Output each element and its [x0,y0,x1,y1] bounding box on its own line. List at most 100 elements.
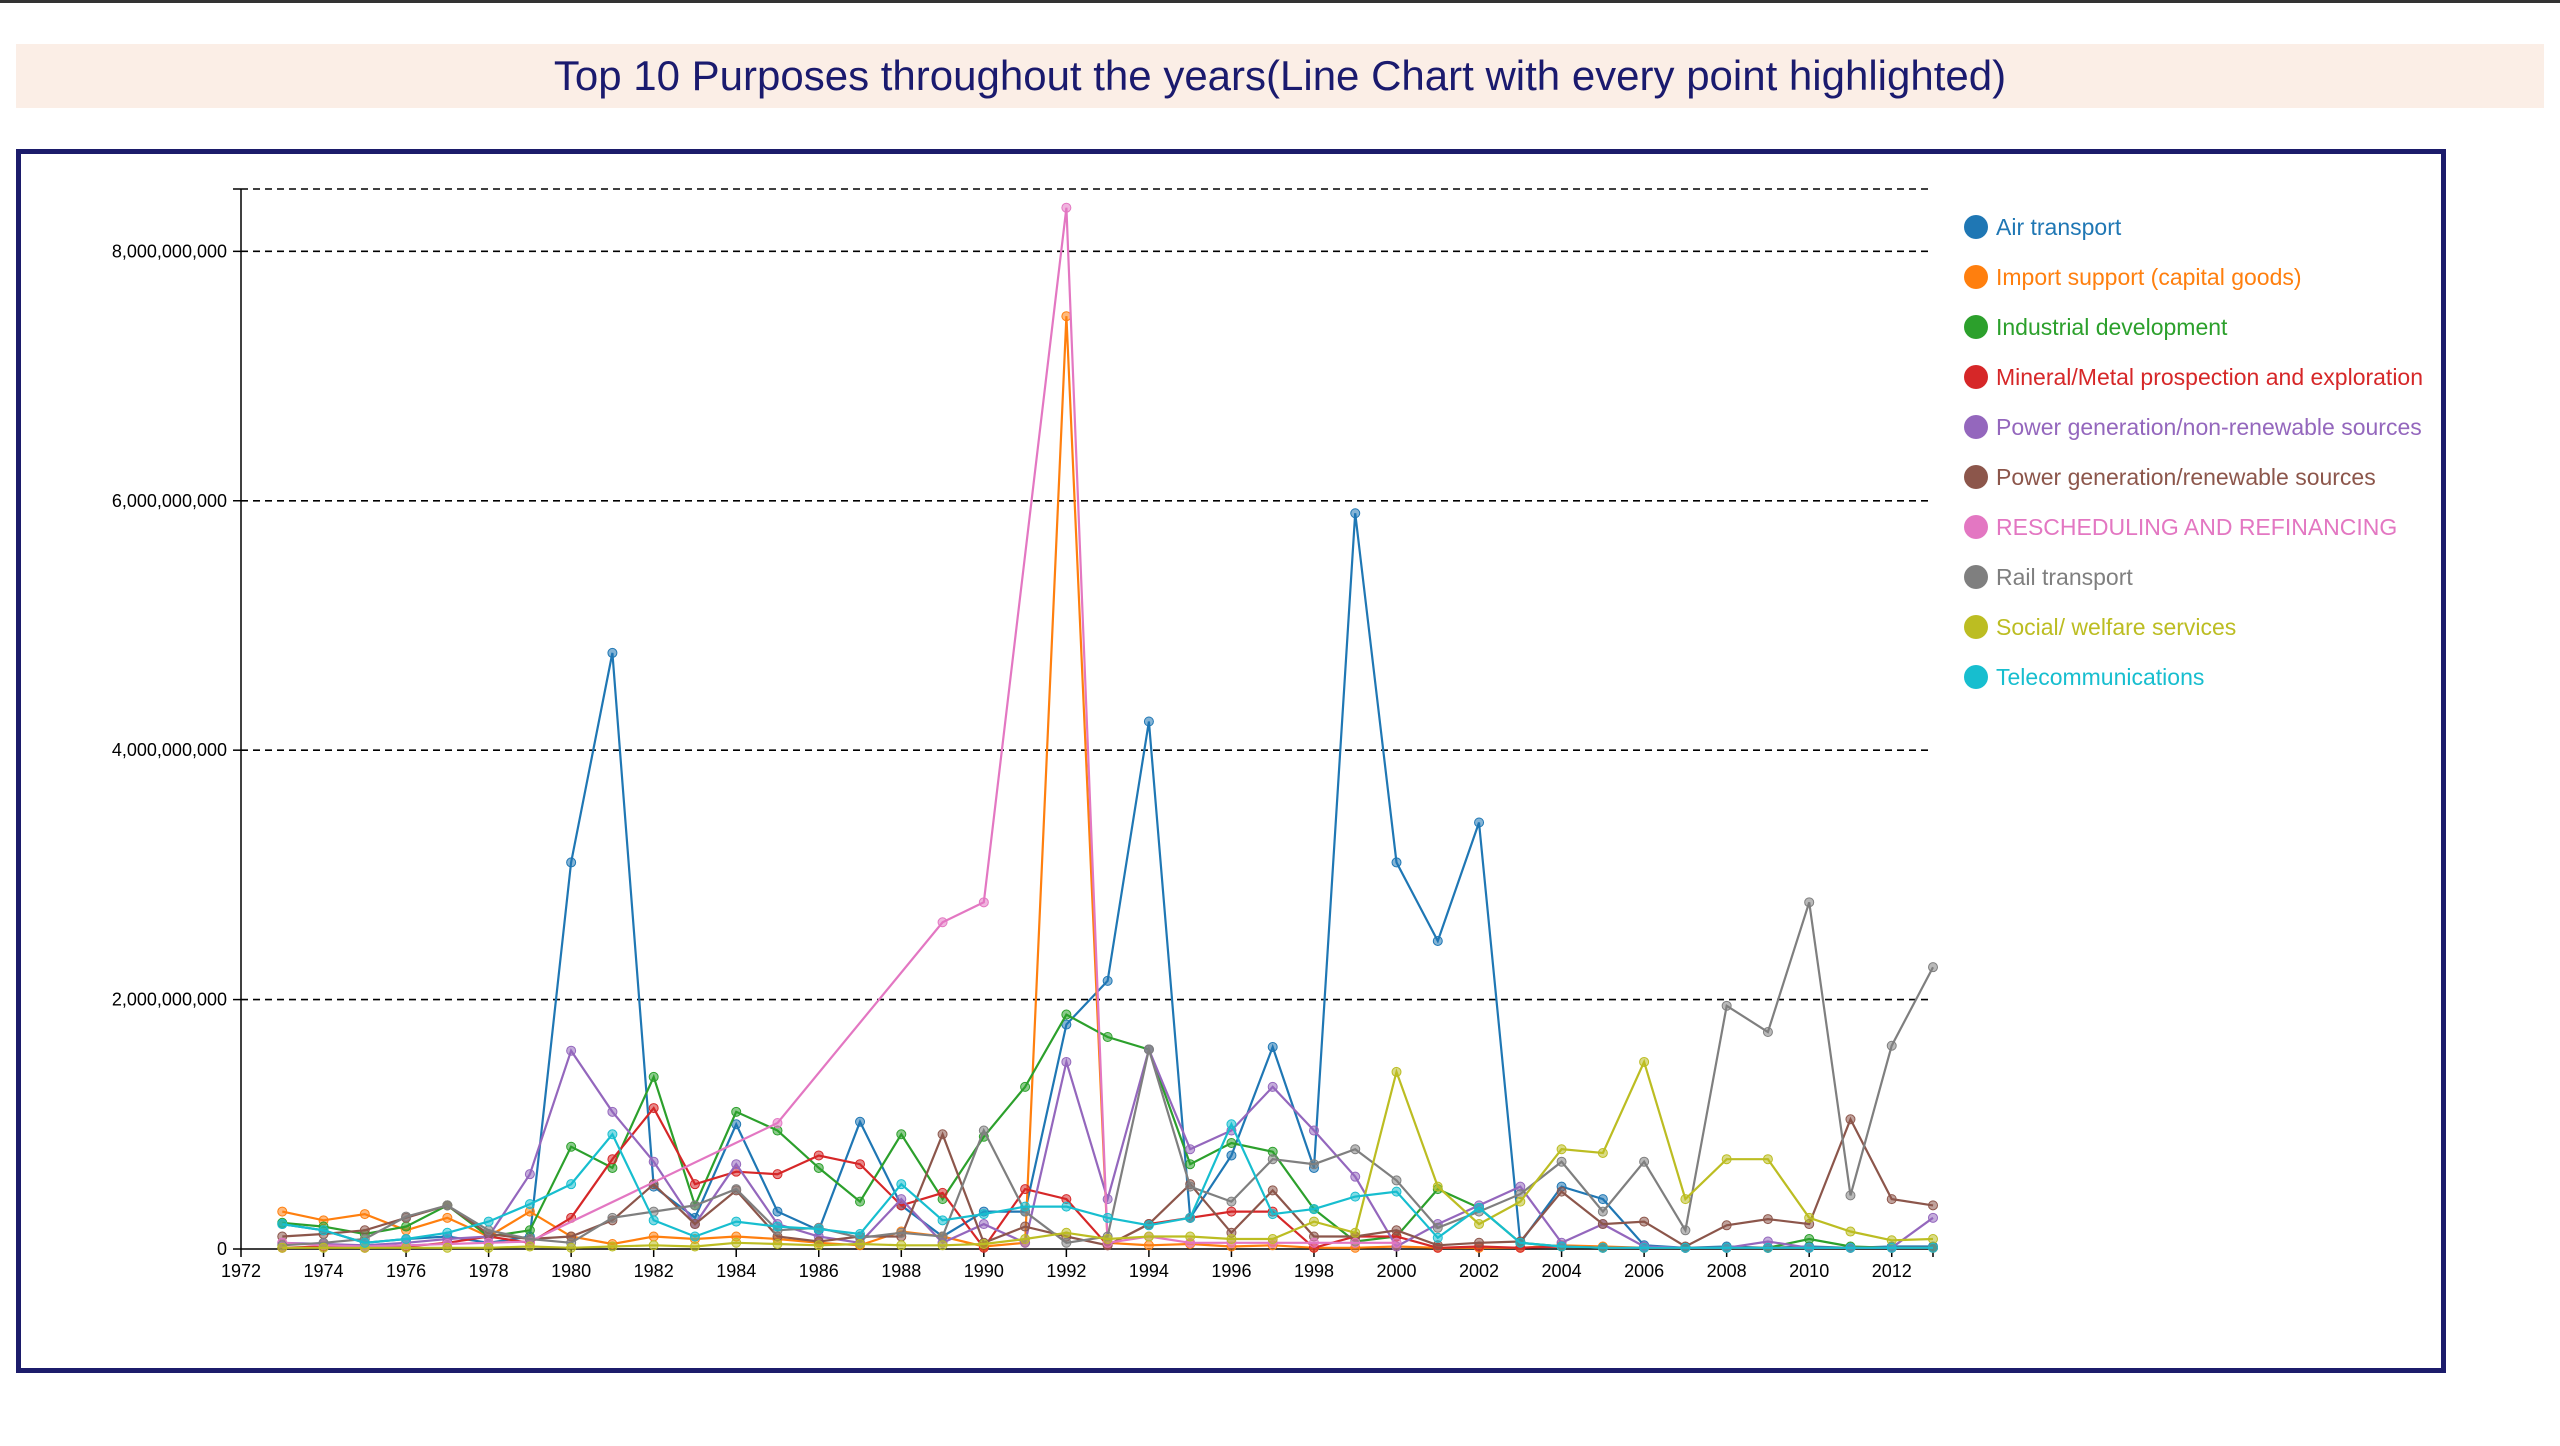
data-point[interactable] [1350,508,1361,519]
data-point[interactable] [1845,1226,1856,1237]
data-point[interactable] [1350,1171,1361,1182]
data-point[interactable] [1185,1181,1196,1192]
data-point[interactable] [401,1242,412,1253]
data-point[interactable] [1639,1216,1650,1227]
data-point[interactable] [524,1225,535,1236]
data-point[interactable] [1102,1212,1113,1223]
data-point[interactable] [937,1215,948,1226]
data-point[interactable] [1762,1242,1773,1253]
data-point[interactable] [1226,1150,1237,1161]
data-point[interactable] [1061,1237,1072,1248]
data-point[interactable] [855,1239,866,1250]
data-point[interactable] [1267,1209,1278,1220]
data-point[interactable] [896,1129,907,1140]
data-point[interactable] [1432,1181,1443,1192]
data-point[interactable] [1391,1175,1402,1186]
data-point[interactable] [1845,1242,1856,1253]
data-point[interactable] [1597,1206,1608,1217]
data-point[interactable] [483,1242,494,1253]
data-point[interactable] [1556,1144,1567,1155]
data-point[interactable] [359,1237,370,1248]
data-point[interactable] [813,1162,824,1173]
data-point[interactable] [1267,1081,1278,1092]
data-point[interactable] [1721,1154,1732,1165]
data-point[interactable] [1226,1138,1237,1148]
data-point[interactable] [1226,1206,1237,1217]
data-point[interactable] [648,1231,659,1242]
data-point[interactable] [855,1116,866,1127]
data-point[interactable] [1886,1194,1897,1205]
data-point[interactable] [1928,962,1938,973]
data-point[interactable] [277,1242,288,1253]
data-point[interactable] [1226,1119,1237,1130]
data-point[interactable] [689,1241,700,1252]
data-point[interactable] [1391,1066,1402,1077]
data-point[interactable] [978,1219,989,1230]
data-point[interactable] [1639,1156,1650,1167]
data-point[interactable] [607,1241,618,1252]
data-point[interactable] [1267,1041,1278,1052]
data-point[interactable] [1597,1219,1608,1230]
data-point[interactable] [1061,1201,1072,1212]
data-point[interactable] [689,1219,700,1230]
data-point[interactable] [648,1215,659,1226]
data-point[interactable] [1928,1242,1938,1253]
data-point[interactable] [1762,1027,1773,1038]
data-point[interactable] [1680,1225,1691,1236]
data-point[interactable] [1143,1220,1154,1231]
data-point[interactable] [896,1179,907,1190]
data-point[interactable] [772,1239,783,1250]
data-point[interactable] [772,1118,783,1129]
data-point[interactable] [1308,1125,1319,1136]
data-point[interactable] [1267,1234,1278,1245]
data-point[interactable] [1639,1242,1650,1253]
data-point[interactable] [1474,817,1485,828]
data-point[interactable] [401,1234,412,1245]
data-point[interactable] [1143,716,1154,727]
data-point[interactable] [1391,1186,1402,1197]
data-point[interactable] [1432,1222,1443,1233]
data-point[interactable] [566,1242,577,1253]
data-point[interactable] [1020,1201,1031,1212]
data-point[interactable] [318,1225,329,1236]
data-point[interactable] [731,1159,742,1170]
data-point[interactable] [1597,1147,1608,1158]
data-point[interactable] [566,857,577,868]
data-point[interactable] [1102,1194,1113,1205]
data-point[interactable] [1267,1185,1278,1196]
data-point[interactable] [978,1239,989,1250]
data-point[interactable] [1515,1237,1526,1248]
data-point[interactable] [607,1154,618,1165]
data-point[interactable] [1556,1156,1567,1167]
data-point[interactable] [937,1129,948,1140]
data-point[interactable] [1020,1221,1031,1232]
data-point[interactable] [813,1150,824,1161]
data-point[interactable] [1350,1144,1361,1155]
data-point[interactable] [689,1179,700,1190]
data-point[interactable] [937,1231,948,1242]
data-point[interactable] [731,1184,742,1195]
data-point[interactable] [1804,1212,1815,1223]
data-point[interactable] [1515,1196,1526,1207]
data-point[interactable] [1185,1212,1196,1223]
data-point[interactable] [1185,1159,1196,1170]
data-point[interactable] [607,1106,618,1117]
data-point[interactable] [442,1242,453,1253]
data-point[interactable] [607,1129,618,1140]
data-point[interactable] [1391,1225,1402,1236]
data-point[interactable] [1845,1114,1856,1125]
data-point[interactable] [1185,1144,1196,1155]
data-point[interactable] [689,1200,700,1211]
data-point[interactable] [1185,1231,1196,1242]
data-point[interactable] [1762,1154,1773,1165]
data-point[interactable] [1308,1204,1319,1215]
data-point[interactable] [1556,1241,1567,1252]
data-point[interactable] [1308,1237,1319,1248]
data-point[interactable] [648,1103,659,1114]
data-point[interactable] [978,897,989,908]
data-point[interactable] [855,1159,866,1170]
data-point[interactable] [1432,935,1443,946]
data-point[interactable] [978,1209,989,1220]
data-point[interactable] [1762,1214,1773,1225]
data-point[interactable] [648,1156,659,1167]
